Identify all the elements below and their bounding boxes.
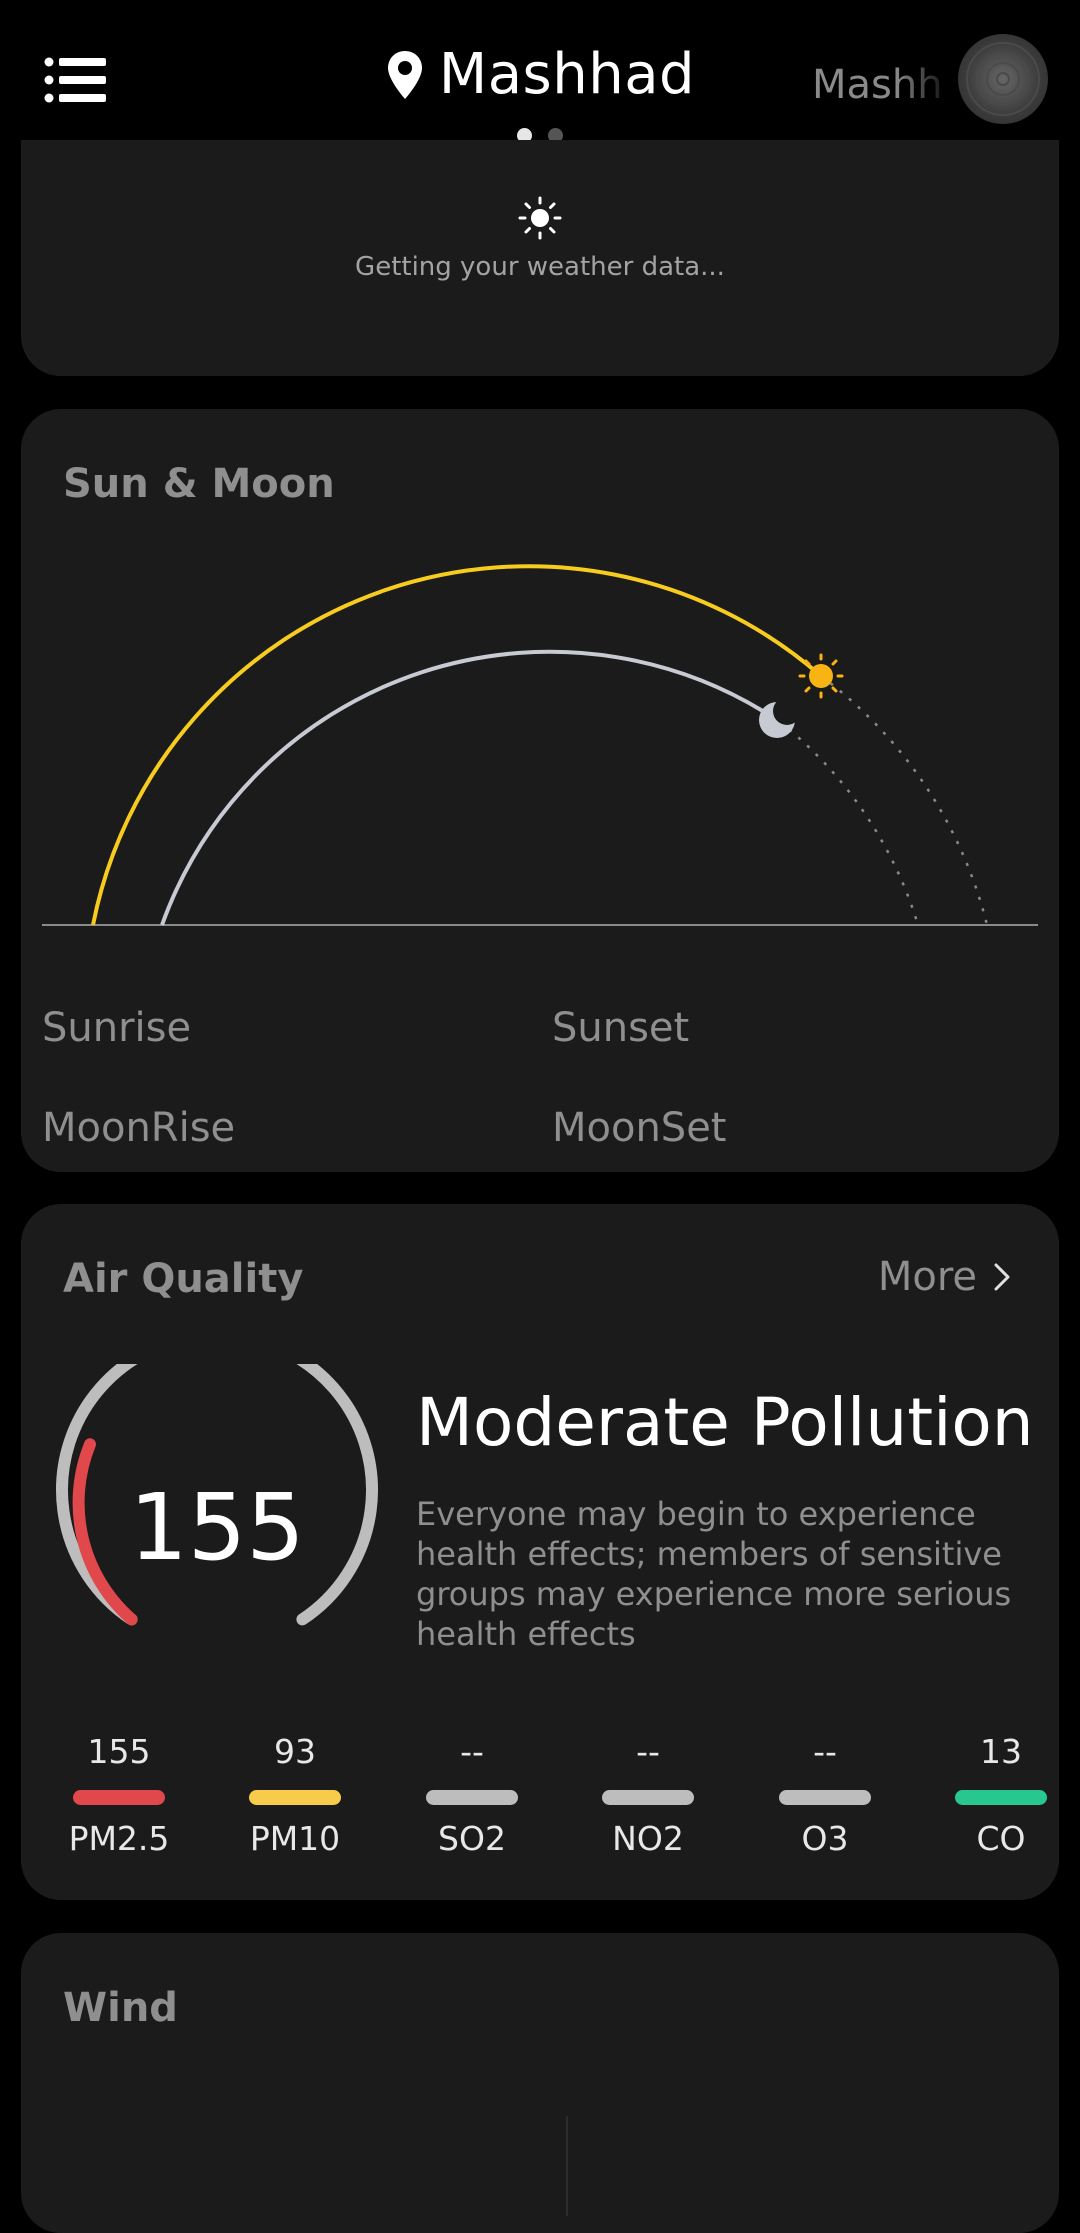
pollutant-pm10: 93 PM10 <box>220 1732 370 1858</box>
location-name: Mashhad <box>438 42 696 107</box>
pollutant-pm25: 155 PM2.5 <box>44 1732 194 1858</box>
chevron-right-icon <box>994 1263 1010 1291</box>
aqi-gauge-track <box>56 1364 378 1626</box>
pollutant-value: 155 <box>87 1732 151 1771</box>
loading-text: Getting your weather data... <box>355 252 725 282</box>
wind-divider <box>566 2116 568 2216</box>
loading-card: Getting your weather data... <box>21 140 1059 376</box>
sun-position-icon <box>798 653 844 699</box>
sunset-label: Sunset <box>552 1005 690 1051</box>
wind-card: Wind <box>21 1933 1059 2233</box>
pollutant-o3: -- O3 <box>750 1732 900 1858</box>
pollutant-name: NO2 <box>612 1819 684 1858</box>
pollutant-bar <box>955 1790 1047 1805</box>
aqi-gauge <box>56 1364 378 1626</box>
pollutant-bar <box>602 1790 694 1805</box>
pollutant-co: 13 CO <box>926 1732 1076 1858</box>
sun-moon-card: Sun & Moon <box>21 409 1059 1172</box>
pollutant-value: -- <box>460 1732 484 1771</box>
aqi-status: Moderate Pollution <box>416 1384 1034 1461</box>
pollutant-so2: -- SO2 <box>397 1732 547 1858</box>
moonset-label: MoonSet <box>552 1105 727 1151</box>
sun-icon <box>518 196 562 240</box>
page-dot-2[interactable] <box>548 128 563 143</box>
top-bar: Mashhad Mashh <box>0 0 1080 156</box>
moon-position-icon <box>759 697 801 738</box>
aqi-gauge-fill <box>72 1438 138 1626</box>
pollutant-bar <box>779 1790 871 1805</box>
more-button[interactable]: More <box>878 1254 1011 1300</box>
sun-arc <box>91 564 823 926</box>
pollutant-name: PM2.5 <box>68 1819 170 1858</box>
next-location-peek[interactable]: Mashh <box>812 62 943 108</box>
location-title[interactable]: Mashhad <box>0 42 1080 107</box>
pollutant-name: O3 <box>801 1819 849 1858</box>
more-label: More <box>877 1254 977 1300</box>
pollutant-value: 13 <box>980 1732 1022 1771</box>
pollutant-no2: -- NO2 <box>573 1732 723 1858</box>
pollutant-value: -- <box>813 1732 837 1771</box>
air-quality-title: Air Quality <box>63 1256 304 1302</box>
radar-icon[interactable] <box>958 34 1048 124</box>
location-pin-icon <box>387 50 422 99</box>
pollutant-bar <box>73 1790 165 1805</box>
pollutant-name: SO2 <box>438 1819 506 1858</box>
aqi-value: 155 <box>129 1474 305 1581</box>
page-dot-1[interactable] <box>517 128 532 143</box>
pollutant-value: -- <box>636 1732 660 1771</box>
pollutant-name: CO <box>976 1819 1026 1858</box>
sun-moon-title: Sun & Moon <box>63 461 335 507</box>
pollutant-value: 93 <box>274 1732 316 1771</box>
wind-title: Wind <box>63 1985 178 2031</box>
air-quality-card: Air Quality More 155 Moderate Pollution … <box>21 1204 1059 1900</box>
sunrise-label: Sunrise <box>42 1005 192 1051</box>
sun-moon-chart <box>42 564 1038 926</box>
page-indicator <box>0 128 1080 143</box>
pollutant-name: PM10 <box>249 1819 341 1858</box>
aqi-description: Everyone may begin to experience health … <box>416 1495 1012 1653</box>
moonrise-label: MoonRise <box>42 1105 236 1151</box>
moon-arc <box>160 649 782 926</box>
moon-arc-remaining <box>779 721 920 926</box>
menu-icon[interactable] <box>44 56 108 104</box>
sun-arc-remaining <box>820 674 989 926</box>
pollutant-bar <box>426 1790 518 1805</box>
pollutant-bar <box>249 1790 341 1805</box>
